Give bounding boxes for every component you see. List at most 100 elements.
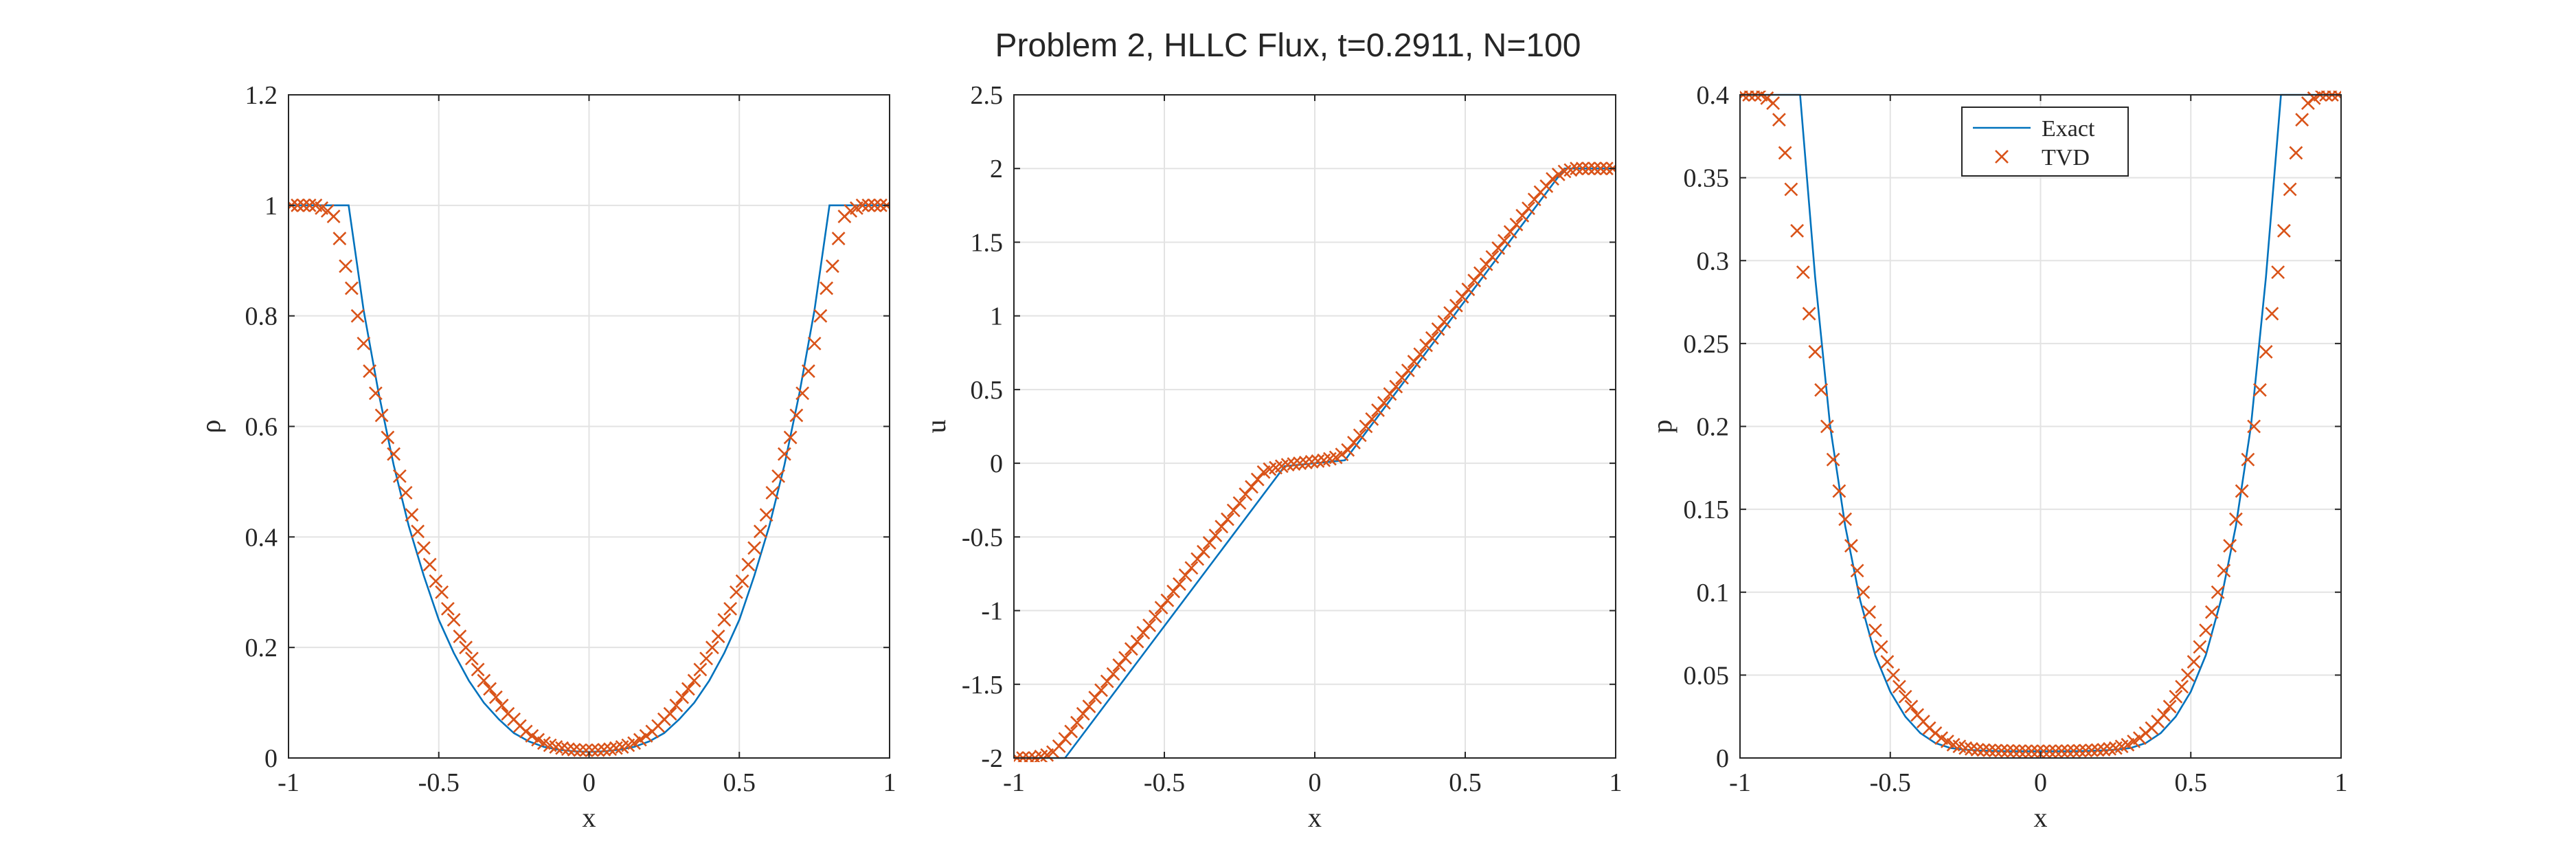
tvd-marker [1377,396,1391,410]
tvd-marker [2217,564,2231,578]
tvd-marker [705,640,719,655]
tvd-marker [1850,564,1864,578]
tvd-marker [1076,706,1090,721]
tvd-marker [1250,472,1265,487]
tvd-marker [1539,179,1554,193]
legend-box [1961,107,2129,177]
y-tick-label: 0.5 [971,376,1004,405]
tvd-marker [1419,338,1433,353]
tvd-marker [1491,241,1506,255]
tvd-marker [1449,298,1463,313]
tvd-marker [1407,355,1421,369]
legend-exact-label: Exact [2042,116,2095,142]
tvd-marker [777,447,791,461]
tvd-marker [1892,680,1906,694]
tvd-marker [1130,634,1144,649]
tvd-marker [1790,223,1805,238]
tvd-marker [1808,345,1822,359]
tvd-marker [1856,585,1871,599]
tvd-marker [2211,585,2225,599]
tvd-marker [1796,265,1810,280]
tvd-marker [1820,419,1834,434]
tvd-marker [1311,454,1325,468]
tvd-marker [302,198,317,212]
tvd-marker [2079,744,2093,758]
tvd-marker [585,743,599,757]
tvd-marker [1509,217,1524,232]
tvd-marker [1802,306,1816,321]
tvd-marker [1064,724,1078,739]
tvd-marker [1886,668,1901,682]
tvd-marker [795,386,810,401]
tvd-marker [753,524,767,539]
tvd-marker [291,198,305,212]
tvd-marker [495,698,509,713]
tvd-marker [1148,610,1162,624]
tvd-marker [2031,744,2045,759]
tvd-marker [579,743,594,757]
tvd-marker [1522,201,1535,216]
tvd-marker [2097,743,2111,757]
tvd-marker [1546,172,1559,186]
tvd-marker [765,486,780,500]
y-tick-label: 1.5 [971,228,1004,257]
tvd-marker [2175,680,2189,694]
tvd-marker [2271,265,2285,280]
x-tick-label: -1 [1003,768,1025,797]
tvd-marker [1197,544,1210,559]
x-axis-label: x [2034,802,2048,833]
y-tick-label: 1 [990,302,1003,331]
tvd-marker [2162,700,2177,714]
x-axis-label: x [1308,802,1322,833]
tvd-marker [435,585,449,599]
tvd-marker [741,557,756,572]
tvd-marker [1413,347,1427,361]
tvd-marker [1784,182,1798,197]
tvd-marker [2169,689,2183,704]
tvd-marker [2283,182,2297,197]
tvd-marker [1304,455,1319,469]
tvd-marker [771,469,786,483]
tvd-marker [1118,651,1132,665]
tvd-marker [2235,484,2249,498]
tvd-marker [1766,96,1781,110]
y-tick-label: 0.15 [1684,495,1730,524]
tvd-marker [861,198,876,212]
tvd-marker [747,541,762,555]
tvd-marker [1335,447,1349,462]
tvd-marker [1293,456,1307,471]
tvd-marker [675,690,690,704]
tvd-marker [820,281,834,295]
tvd-marker [729,585,743,599]
tvd-marker [1298,456,1313,469]
tvd-marker [381,430,395,445]
tvd-marker [429,574,443,588]
tvd-marker [1160,593,1175,607]
tvd-marker [1437,315,1451,329]
x-tick-label: 0 [583,768,596,797]
tvd-marker [1136,625,1151,640]
tvd-marker [1383,387,1397,401]
tvd-marker [639,728,653,743]
tvd-marker [693,662,708,677]
y-tick-label: 0 [990,449,1003,478]
tvd-marker [717,613,732,627]
tvd-marker [2012,744,2026,758]
x-tick-label: 0.5 [1449,768,1482,797]
tvd-marker [326,209,341,223]
tvd-marker [573,743,587,757]
tvd-marker [1868,623,1882,638]
tvd-marker [1498,234,1511,248]
tvd-marker [1082,700,1096,713]
tvd-marker [411,524,425,539]
tvd-marker [1353,428,1367,443]
tvd-marker [759,508,773,522]
tvd-marker [2241,452,2255,467]
tvd-marker [350,309,365,323]
tvd-marker [1443,306,1458,320]
tvd-marker [1401,364,1415,377]
y-tick-label: 0.6 [245,413,278,442]
tvd-marker [2228,512,2243,526]
x-tick-label: 0.5 [723,768,756,797]
tvd-marker [2193,640,2207,654]
